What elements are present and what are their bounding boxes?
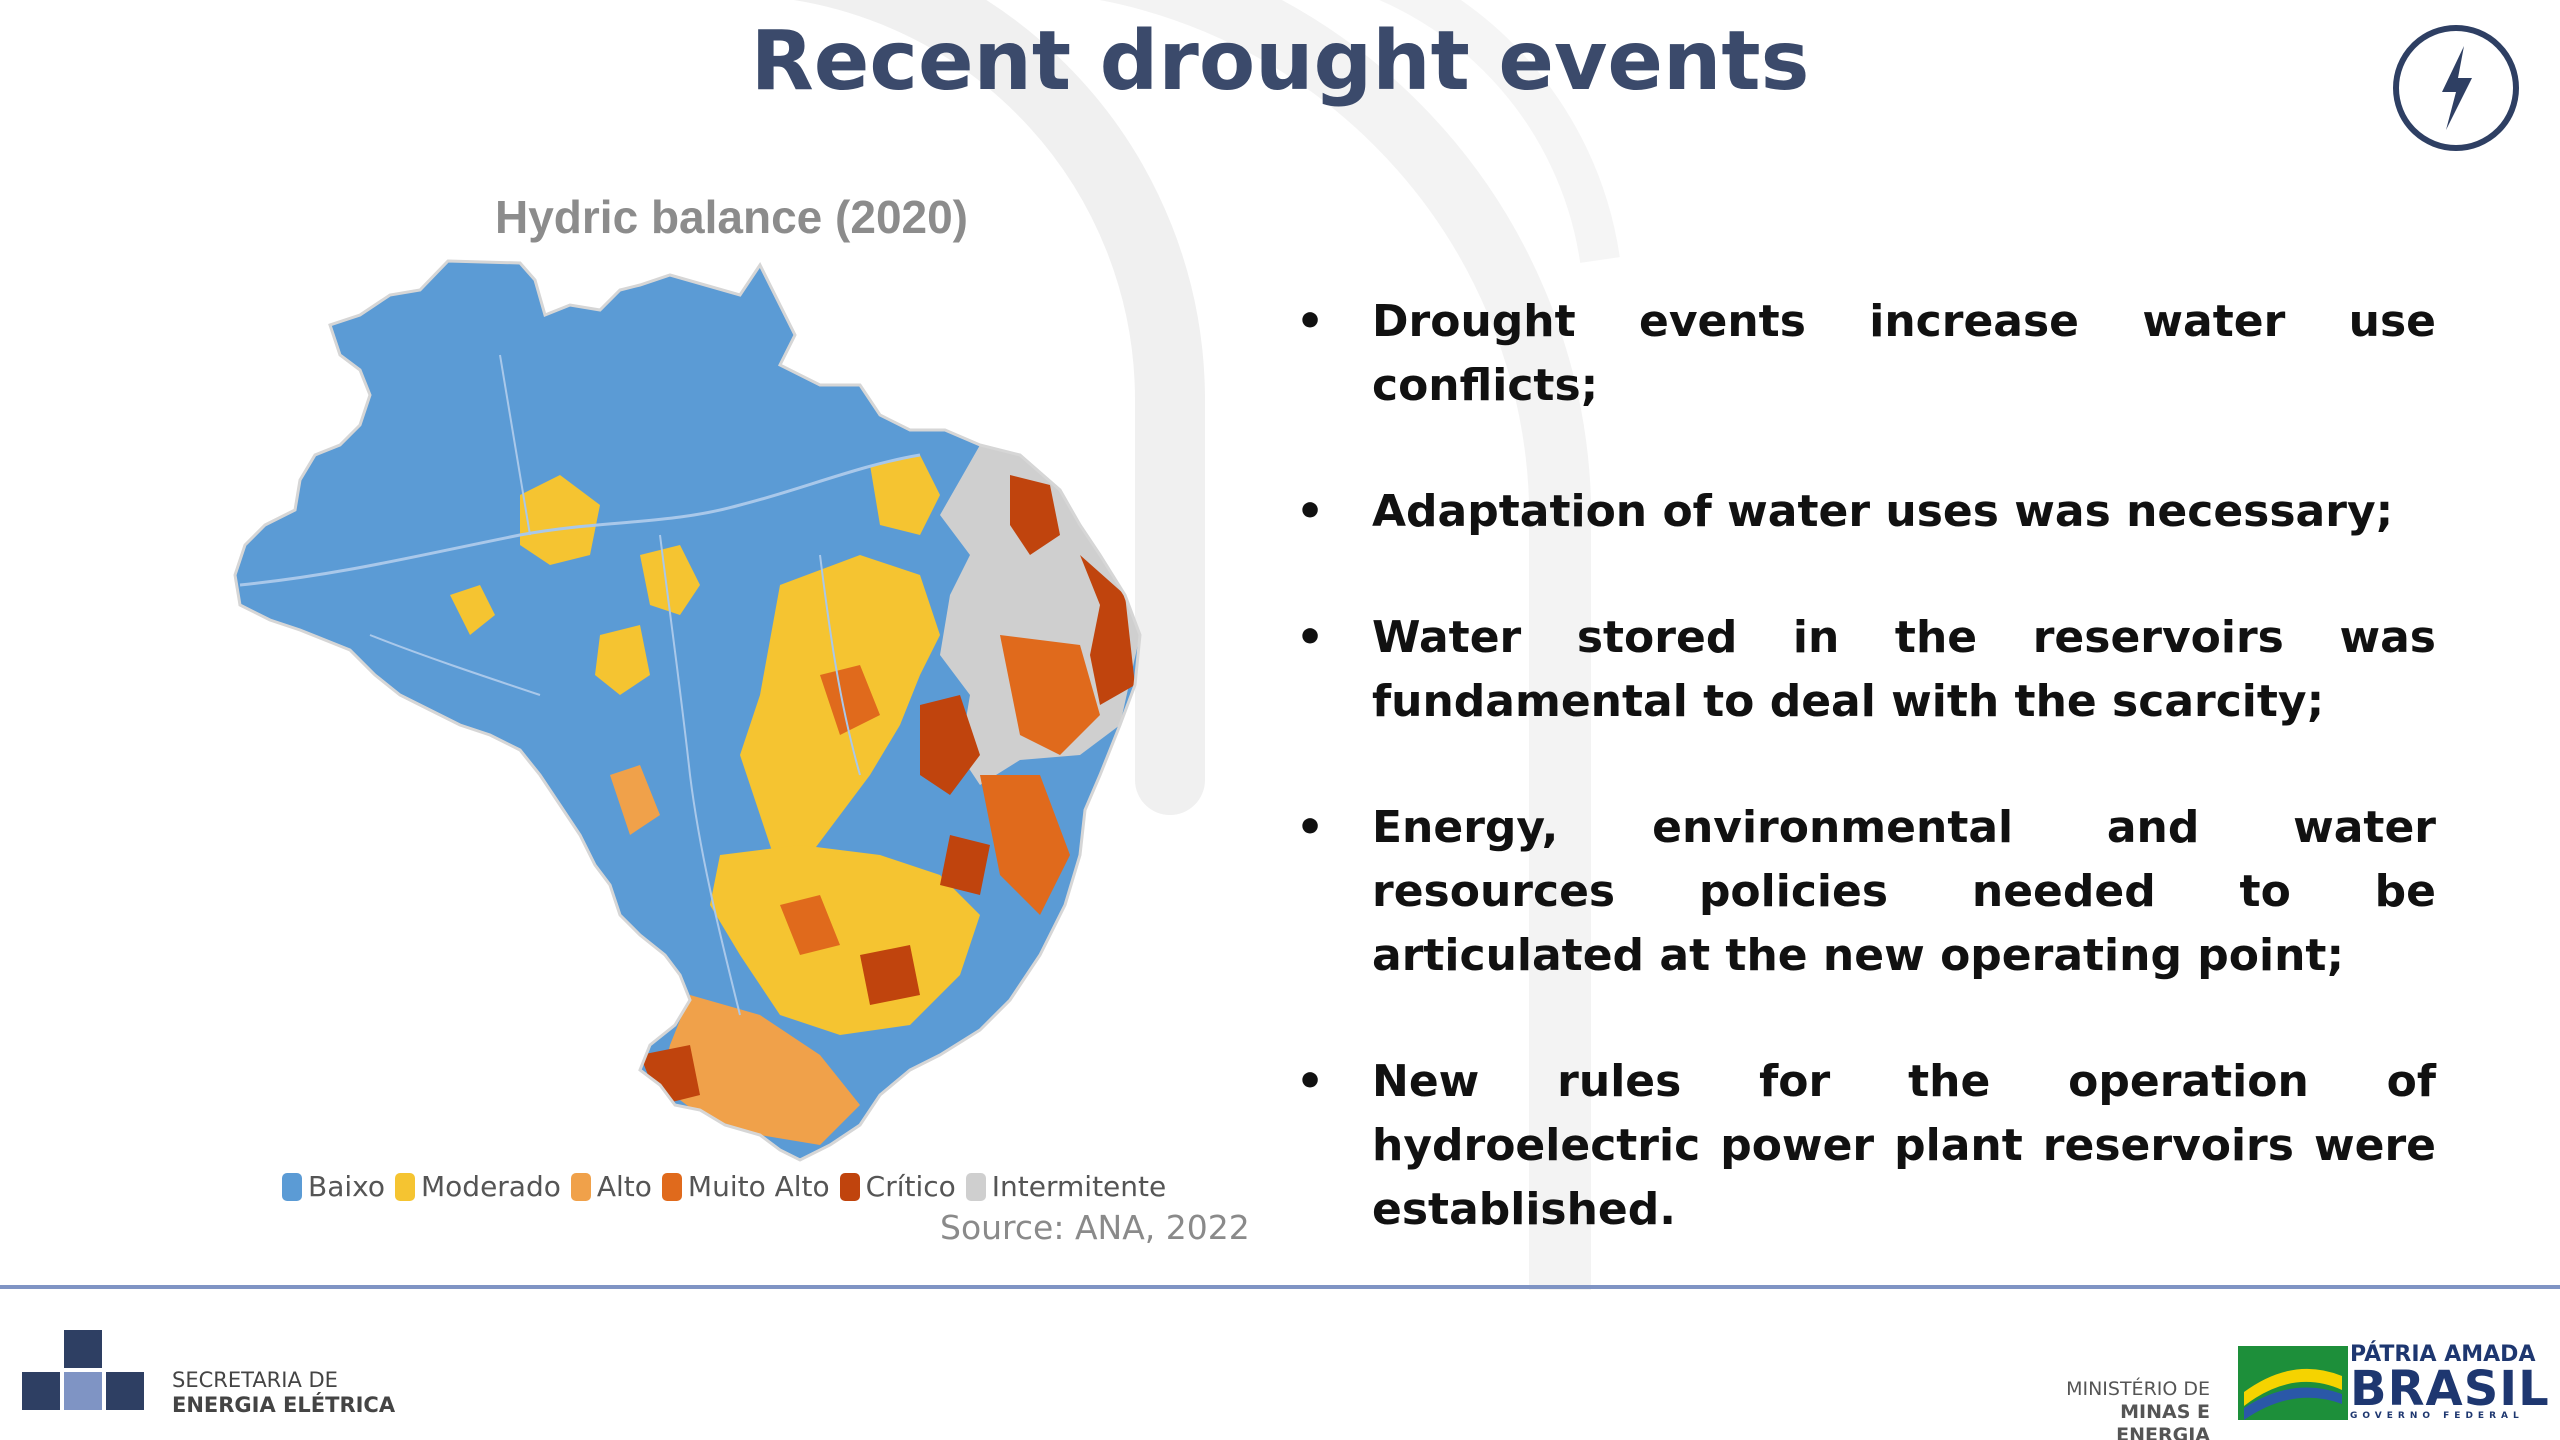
bullet-text: Water stored in the reservoirs was funda…: [1372, 612, 2436, 727]
bullet-item: • Adaptation of water uses was necessary…: [1290, 480, 2436, 544]
patria-line-1: PÁTRIA AMADA: [2350, 1342, 2536, 1367]
bullet-list: • Drought events increase water use conf…: [1290, 290, 2436, 1304]
footer-divider: [0, 1285, 2560, 1289]
legend-item-moderado: Moderado: [395, 1170, 561, 1203]
secretaria-label: SECRETARIA DE ENERGIA ELÉTRICA: [172, 1368, 395, 1418]
legend-label: Alto: [596, 1170, 652, 1203]
legend-item-alto: Alto: [570, 1170, 652, 1203]
ministerio-line-2: MINAS E ENERGIA: [2116, 1401, 2210, 1440]
secretaria-line-2: ENERGIA ELÉTRICA: [172, 1393, 396, 1417]
legend-item-critico: Crítico: [839, 1170, 956, 1203]
legend-swatch: [661, 1172, 682, 1201]
legend-label: Crítico: [865, 1170, 956, 1203]
patria-amada-brasil-logo: PÁTRIA AMADA BRASIL GOVERNO FEDERAL: [2350, 1342, 2550, 1421]
legend-label: Intermitente: [991, 1170, 1167, 1203]
legend-swatch: [282, 1172, 302, 1201]
bullet-text: Drought events increase water use confli…: [1372, 296, 2436, 411]
bullet-text: New rules for the operation of hydroelec…: [1372, 1056, 2436, 1235]
legend-item-intermitente: Intermitente: [965, 1170, 1167, 1203]
ministerio-line-1: MINISTÉRIO DE: [2066, 1378, 2210, 1400]
secretaria-logo-icon: [22, 1330, 144, 1410]
bullet-marker: •: [1295, 612, 1325, 663]
brazil-flag-logo-icon: [2238, 1346, 2348, 1420]
legend-item-baixo: Baixo: [282, 1170, 385, 1203]
brazil-hydric-balance-map: [233, 259, 1142, 1162]
legend-swatch: [395, 1172, 415, 1201]
lightning-bolt-icon: [2393, 25, 2519, 151]
map-legend: Baixo Moderado Alto Muito Alto Crítico I…: [282, 1170, 1170, 1203]
bullet-text: Energy, environmental and water resource…: [1372, 802, 2436, 981]
legend-label: Muito Alto: [687, 1170, 830, 1203]
patria-line-2: BRASIL: [2350, 1361, 2550, 1417]
legend-swatch: [570, 1172, 591, 1201]
bullet-marker: •: [1295, 802, 1325, 853]
bullet-item: • Drought events increase water use conf…: [1290, 290, 2436, 418]
bullet-item: • New rules for the operation of hydroel…: [1290, 1050, 2436, 1242]
legend-label: Moderado: [421, 1170, 561, 1203]
legend-swatch: [839, 1172, 860, 1201]
patria-line-3: GOVERNO FEDERAL: [2350, 1411, 2524, 1421]
bullet-item: • Water stored in the reservoirs was fun…: [1290, 606, 2436, 734]
legend-item-muito-alto: Muito Alto: [661, 1170, 830, 1203]
bullet-marker: •: [1295, 296, 1325, 347]
bullet-marker: •: [1295, 486, 1325, 537]
map-source: Source: ANA, 2022: [940, 1208, 1250, 1247]
bullet-item: • Energy, environmental and water resour…: [1290, 796, 2436, 988]
ministerio-label: MINISTÉRIO DE MINAS E ENERGIA: [2040, 1378, 2210, 1440]
bullet-marker: •: [1295, 1056, 1325, 1107]
slide-title: Recent drought events: [750, 14, 1810, 109]
bullet-text: Adaptation of water uses was necessary;: [1372, 486, 2394, 537]
secretaria-line-1: SECRETARIA DE: [172, 1368, 338, 1392]
legend-swatch: [965, 1172, 986, 1201]
legend-label: Baixo: [308, 1170, 385, 1203]
map-title: Hydric balance (2020): [495, 191, 969, 243]
